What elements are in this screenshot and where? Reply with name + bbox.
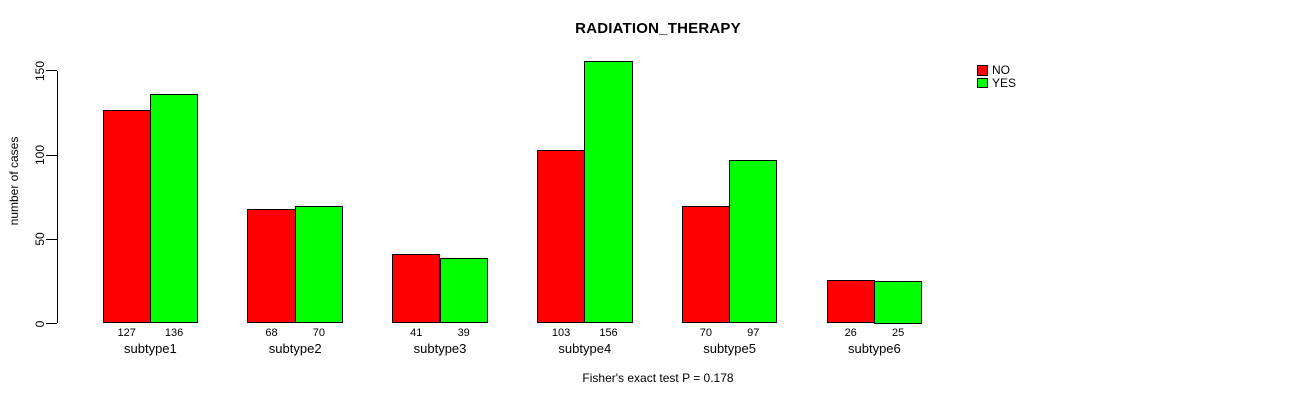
fisher-test-annotation: Fisher's exact test P = 0.178 xyxy=(582,371,734,385)
bar-subtype5-yes xyxy=(729,160,778,324)
y-tick-label: 0 xyxy=(33,320,47,327)
legend: NO YES xyxy=(977,64,1016,89)
chart-title: RADIATION_THERAPY xyxy=(575,20,741,37)
bar-value-label: 103 xyxy=(551,327,571,339)
bar-subtype2-yes xyxy=(294,205,344,324)
y-tick-label: 50 xyxy=(33,232,47,246)
y-tick-label: 150 xyxy=(33,60,47,81)
category-label-subtype3: subtype3 xyxy=(413,341,467,356)
bar-value-label: 156 xyxy=(599,327,618,339)
bar-subtype3-yes xyxy=(439,257,488,324)
y-axis-label: number of cases xyxy=(7,136,21,226)
y-tick-mark xyxy=(46,238,57,240)
bar-subtype5-no xyxy=(681,205,731,324)
bar-subtype6-no xyxy=(826,279,875,324)
bar-value-label: 68 xyxy=(265,327,278,339)
plot-region: RADIATION_THERAPY Fisher's exact test P … xyxy=(57,0,1259,400)
y-tick-mark xyxy=(46,323,57,324)
legend-item-yes: YES xyxy=(977,77,1016,90)
bar-value-label: 136 xyxy=(164,327,184,339)
bar-value-label: 39 xyxy=(457,327,470,339)
bar-value-label: 70 xyxy=(312,327,326,339)
bar-value-label: 26 xyxy=(844,327,857,339)
bar-subtype1-no xyxy=(102,109,151,324)
legend-label: YES xyxy=(992,75,1017,90)
legend-label: NO xyxy=(992,63,1010,78)
bar-value-label: 70 xyxy=(699,327,713,339)
bar-value-label: 41 xyxy=(410,327,423,339)
legend-item-no: NO xyxy=(977,64,1016,77)
bar-subtype1-yes xyxy=(149,94,199,324)
bar-subtype4-no xyxy=(536,149,586,324)
bar-value-label: 25 xyxy=(891,327,905,339)
legend-swatch-icon xyxy=(977,77,988,88)
category-label-subtype5: subtype5 xyxy=(703,341,756,356)
y-tick-label: 100 xyxy=(33,144,47,166)
category-label-subtype1: subtype1 xyxy=(124,341,177,356)
y-tick-mark xyxy=(46,70,57,72)
bar-subtype6-yes xyxy=(873,281,923,324)
category-label-subtype4: subtype4 xyxy=(558,341,612,356)
bar-subtype4-yes xyxy=(584,60,633,324)
category-label-subtype2: subtype2 xyxy=(268,341,322,356)
bar-subtype3-no xyxy=(392,254,441,324)
bar-subtype2-no xyxy=(247,208,296,324)
category-label-subtype6: subtype6 xyxy=(848,341,901,356)
y-tick-mark xyxy=(46,154,57,156)
bar-value-label: 127 xyxy=(117,327,136,339)
bar-value-label: 97 xyxy=(747,327,760,339)
legend-swatch-icon xyxy=(977,65,988,76)
y-axis-line xyxy=(57,71,58,323)
